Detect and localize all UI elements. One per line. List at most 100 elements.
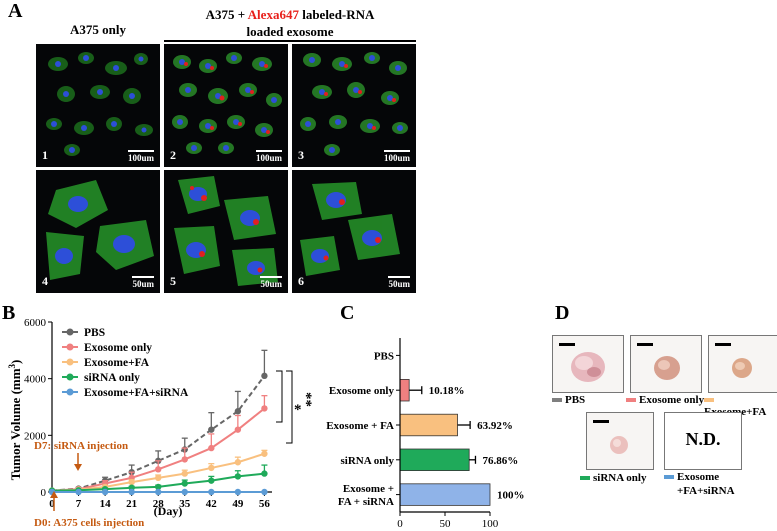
line-chart-x-tick-label: 56: [259, 498, 271, 510]
legend-marker: [66, 343, 74, 351]
series-point: [155, 474, 162, 482]
bar-x-tick-label: 0: [397, 518, 403, 530]
series-point: [234, 426, 242, 433]
micrograph-2-scalebar: 100um: [255, 150, 282, 163]
micrograph-2-number: 2: [170, 148, 176, 162]
legend-label: PBS: [84, 327, 105, 339]
line-chart-x-tick-label: 42: [206, 498, 218, 510]
bar-chart-bars: 10.18% 63.92% 76.86% 100%: [399, 379, 525, 506]
line-chart-y-tick-label: 4000: [24, 374, 47, 386]
micrograph-3: 3 100um: [292, 44, 416, 167]
series-point: [155, 483, 162, 491]
arrow-d7-head: [74, 464, 82, 471]
line-chart-x-tick-label: 14: [100, 498, 112, 510]
line-chart-xlabel: (Day): [154, 504, 183, 518]
tumor-photo-exosome-only: [630, 335, 702, 393]
line-chart-y-tick-label: 2000: [24, 430, 47, 442]
micrograph-6-cells: [300, 182, 400, 276]
line-chart-series: [48, 349, 268, 496]
legend-label: Exosome only: [84, 342, 152, 354]
tumor-label-pbs: PBS: [552, 394, 585, 406]
bar-value-label: 63.92%: [477, 420, 513, 432]
series-point: [234, 408, 242, 415]
tumor-volume-chart: 0 2000 4000 6000 0 7 14 21 28 35 42 49 56 PBS Exosome…: [7, 317, 314, 529]
bar: [399, 483, 491, 506]
bar-category-label: PBS: [374, 350, 394, 362]
bar-category-label: Exosome + FA + siRNA: [338, 483, 394, 508]
sig-single-mark: *: [294, 402, 302, 418]
series-point: [261, 405, 268, 412]
series-point: [128, 478, 135, 486]
tumor-photo-exosome-fa: [708, 335, 777, 393]
bar: [399, 448, 470, 471]
micrograph-2: 2 100um: [164, 44, 288, 167]
micrograph-5: 5 50um: [164, 170, 288, 293]
tumor-label-combination: Exosome +FA+siRNA: [664, 470, 735, 498]
bar-category-label: Exosome + FA: [326, 420, 394, 432]
series-point: [234, 473, 242, 480]
panel-c-letter: C: [340, 302, 355, 324]
series-point: [181, 488, 188, 496]
sig-bracket-double: [286, 370, 293, 444]
line-chart-y-tick-label: 6000: [24, 317, 47, 329]
panel-a-header-right: A375 + Alexa647 labeled-RNA loaded exoso…: [205, 7, 375, 39]
micrograph-4-scalebar: 50um: [132, 276, 154, 289]
bar: [399, 379, 410, 402]
legend-label: siRNA only: [84, 372, 140, 384]
series-point: [101, 488, 109, 496]
bar-value-label: 100%: [497, 490, 525, 502]
bar-value-label: 10.18%: [429, 385, 465, 397]
bar-category-label: Exosome only: [329, 385, 395, 397]
series-point: [261, 470, 268, 477]
series-point: [208, 477, 215, 484]
tumor-photo-sirna-only: [586, 412, 654, 470]
legend-marker: [66, 358, 74, 366]
panel-d-letter: D: [555, 302, 570, 324]
tumor-photo-combination: N.D.: [664, 412, 742, 470]
bar-x-tick-label: 100: [482, 518, 499, 530]
line-chart-legend: PBS Exosome only Exosome+FA siRNA only Exoso…: [62, 327, 189, 399]
panel-a-header-left: A375 only: [70, 22, 126, 37]
series-point: [208, 444, 215, 452]
micrograph-6-scalebar: 50um: [388, 276, 410, 289]
micrograph-4-cells: [46, 180, 154, 280]
series-point: [261, 372, 268, 380]
annot-d0: D0: A375 cells injection: [34, 517, 144, 529]
bar-chart-axes: PBS Exosome only Exosome + FA siRNA only Exo…: [326, 338, 499, 530]
sig-bracket-single: [276, 370, 283, 423]
micrograph-1-cells: [46, 52, 153, 156]
micrograph-1: 1 100um: [36, 44, 160, 167]
bar-x-tick-label: 50: [440, 518, 452, 530]
panel-b-letter: B: [2, 302, 16, 324]
line-chart-x-tick-label: 35: [179, 498, 191, 510]
series-point: [181, 456, 188, 463]
series-point: [75, 488, 82, 496]
micrograph-2-cells: [172, 52, 282, 154]
series-point: [155, 466, 162, 473]
not-detected-label: N.D.: [685, 429, 721, 449]
legend-marker: [66, 388, 74, 396]
line-chart-x-tick-label: 7: [76, 498, 82, 510]
tumor-label-exosome-only: Exosome only: [626, 394, 704, 406]
series-point: [155, 488, 162, 496]
micrograph-3-cells: [300, 52, 408, 156]
line-chart-x-tick-label: 21: [126, 498, 137, 510]
tumor-photo-pbs: [552, 335, 624, 393]
micrograph-5-scalebar: 50um: [260, 276, 282, 289]
series-point: [208, 464, 215, 472]
micrograph-6: 6 50um: [292, 170, 416, 293]
series-point: [234, 488, 242, 496]
series-point: [261, 450, 268, 457]
legend-marker: [66, 373, 74, 381]
sig-double-mark: **: [298, 392, 314, 407]
series-point: [181, 480, 188, 487]
line-chart-x-tick-label: 49: [232, 498, 244, 510]
micrograph-1-scalebar: 100um: [127, 150, 154, 163]
series-point: [208, 426, 215, 433]
micrograph-3-scalebar: 100um: [383, 150, 410, 163]
micrograph-6-number: 6: [298, 274, 304, 288]
legend-label: Exosome+FA+siRNA: [84, 387, 189, 399]
bar: [399, 413, 458, 437]
bar-value-label: 76.86%: [482, 455, 518, 467]
arrow-d0-head: [50, 491, 58, 498]
